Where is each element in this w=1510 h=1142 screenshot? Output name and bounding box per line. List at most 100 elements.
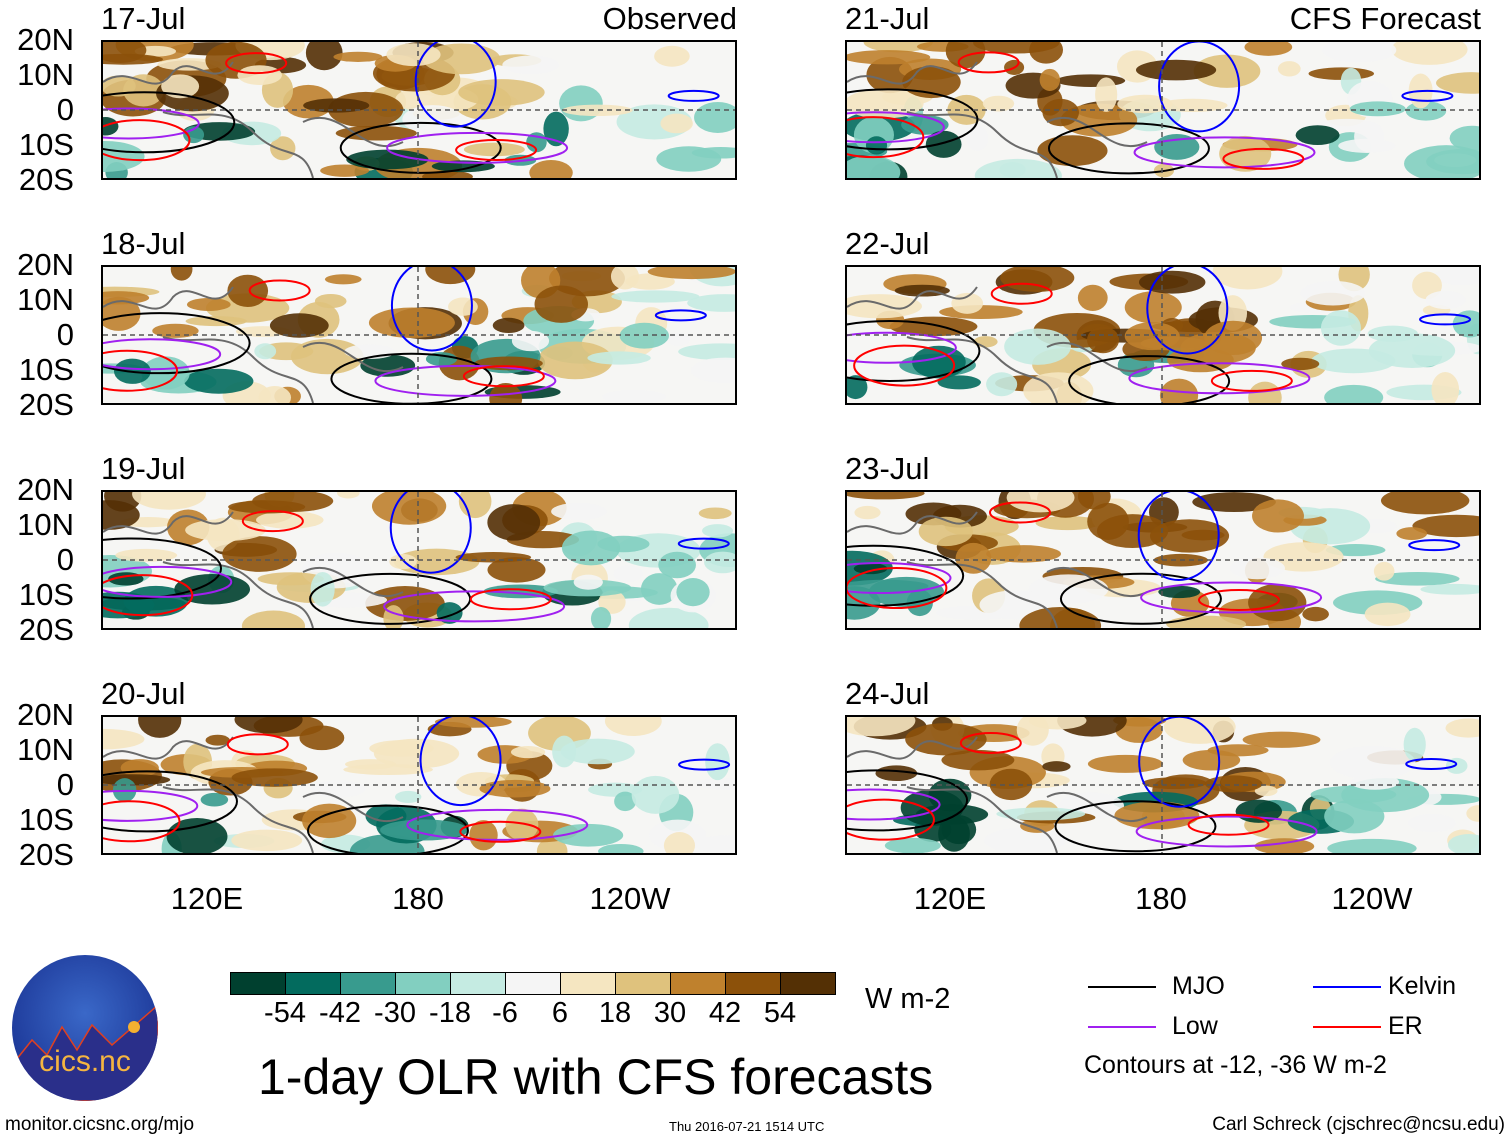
footer-url[interactable]: monitor.cicsnc.org/mjo [5,1114,195,1135]
olr-anomaly-blob [628,607,709,628]
olr-anomaly-blob [252,492,334,512]
olr-anomaly-blob [205,734,230,746]
olr-anomaly-blob [974,158,1062,178]
wave-contour [414,42,497,128]
olr-anomaly-blob [458,79,545,106]
olr-anomaly-blob [222,536,297,572]
wave-contour [103,537,223,600]
lat-label: 20N [17,697,74,732]
olr-map-panel [845,265,1481,405]
panel-date: 24-Jul [845,676,930,711]
olr-anomaly-blob [103,500,140,530]
logo-text: cics.nc [39,1045,131,1078]
olr-anomaly-blob [631,775,680,814]
lon-label-120e: 120E [170,881,244,916]
wave-contour [103,565,233,598]
olr-anomaly-blob [505,808,539,841]
olr-anomaly-blob [854,505,881,520]
olr-anomaly-blob [695,777,735,790]
colorbar-swatch [396,973,451,994]
olr-anomaly-blob [1077,284,1108,311]
wave-contour [103,574,194,617]
olr-anomaly-blob [103,116,119,136]
olr-anomaly-blob [1403,727,1426,762]
olr-anomaly-blob [847,88,924,119]
olr-anomaly-blob [1425,290,1466,310]
olr-anomaly-blob [640,573,678,605]
olr-anomaly-blob [884,837,941,853]
wave-contour [847,111,945,144]
olr-anomaly-blob [343,764,433,775]
olr-anomaly-blob [138,717,182,738]
wave-contour [1187,813,1270,836]
olr-anomaly-blob [186,298,231,311]
olr-anomaly-blob [1035,515,1100,531]
wave-contour [103,107,200,140]
olr-anomaly-blob [1452,310,1479,338]
lat-label: 20S [18,387,74,422]
olr-anomaly-blob [551,502,607,521]
wave-contour [654,309,707,322]
olr-anomaly-blob [665,332,691,346]
olr-anomaly-blob [425,267,476,285]
olr-anomaly-blob [1114,801,1200,830]
wave-contour [469,588,552,611]
lon-label-180: 180 [392,881,444,916]
olr-anomaly-blob [310,571,335,607]
olr-anomaly-blob [1016,717,1049,746]
olr-anomaly-blob [676,578,710,607]
olr-anomaly-blob [847,375,868,400]
lat-label: 0 [56,767,74,802]
olr-anomaly-blob [1380,492,1470,515]
wave-contour [103,800,181,843]
legend-kelvin: Kelvin [1388,972,1457,1000]
footer-timestamp: Thu 2016-07-21 1514 UTC [669,1119,825,1134]
olr-anomaly-blob [185,519,266,542]
lat-label: 20N [17,247,74,282]
panel-title: CFS Forecast [1289,1,1481,36]
olr-anomaly-blob [489,383,523,403]
olr-anomaly-blob [1350,774,1400,790]
wave-contour [241,510,304,533]
colorbar-units: W m-2 [865,983,951,1015]
colorbar-label: 18 [598,997,632,1029]
olr-anomaly-blob [601,389,667,403]
olr-anomaly-blob [1095,77,1118,112]
olr-anomaly-blob [311,780,366,798]
olr-anomaly-blob [561,530,621,566]
lat-label: 20S [18,612,74,647]
wave-contour [306,804,469,853]
olr-anomaly-blob [1242,731,1321,748]
colorbar-swatch [561,973,616,994]
wave-contour [678,758,731,771]
olr-anomaly-blob [1204,775,1263,793]
olr-anomaly-blob [1329,745,1416,780]
lat-label: 10N [17,282,74,317]
olr-anomaly-blob [938,815,970,852]
olr-anomaly-blob [853,563,888,575]
wave-contour [386,131,569,164]
coastline [103,511,404,628]
olr-anomaly-blob [303,98,370,113]
legend-low: Low [1172,1012,1218,1040]
panel-date: 19-Jul [101,451,186,486]
wave-contour [462,365,545,388]
olr-anomaly-blob [1300,280,1366,306]
olr-anomaly-blob [1252,499,1304,533]
olr-anomaly-blob [1193,54,1261,88]
olr-anomaly-blob [305,42,343,71]
olr-anomaly-blob [1373,561,1395,581]
olr-anomaly-blob [865,136,888,155]
olr-anomaly-blob [598,843,644,853]
olr-anomaly-blob [1087,754,1164,773]
olr-anomaly-blob [1163,717,1236,744]
colorbar-swatch [451,973,506,994]
olr-anomaly-blob [1135,59,1217,81]
panel-date: 17-Jul [101,1,186,36]
olr-anomaly-blob [1157,98,1228,113]
olr-anomaly-blob [986,372,1018,397]
olr-anomaly-blob [647,267,735,280]
olr-anomaly-blob [299,725,345,751]
olr-anomaly-blob [1087,502,1129,540]
olr-anomaly-blob [302,803,357,839]
